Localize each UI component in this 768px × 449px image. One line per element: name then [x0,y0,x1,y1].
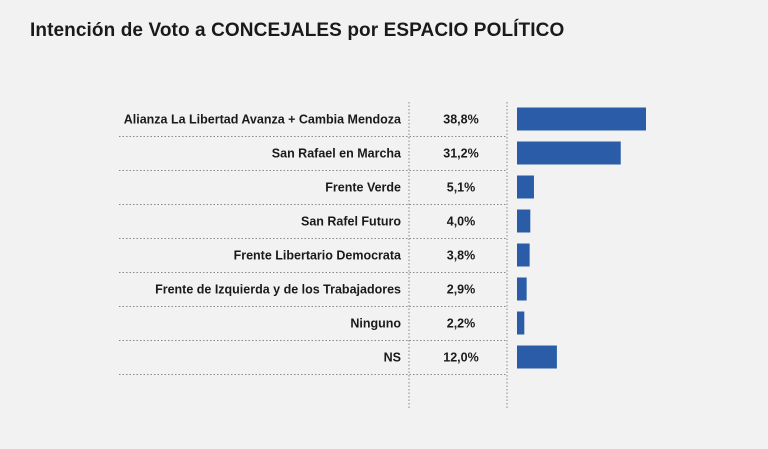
bar [517,107,646,131]
category-label: NS [384,351,401,365]
value-label: 4,0% [447,215,476,229]
category-label: Frente Verde [325,181,401,195]
bar [517,345,557,369]
bar [517,243,530,267]
value-label: 2,9% [447,283,476,297]
category-label: San Rafael en Marcha [272,147,402,161]
value-label: 5,1% [447,181,476,195]
value-label: 12,0% [443,351,478,365]
chart-title: Intención de Voto a CONCEJALES por ESPAC… [30,20,565,41]
category-label: San Rafel Futuro [301,215,401,229]
category-label: Ninguno [350,317,401,331]
category-label: Frente de Izquierda y de los Trabajadore… [155,283,401,297]
bar [517,311,525,335]
value-label: 2,2% [447,317,476,331]
value-label: 3,8% [447,249,476,263]
value-labels: 38,8% 31,2% 5,1% 4,0% 3,8% 2,9% 2,2% 12,0% [443,113,478,365]
bars [517,107,646,369]
category-label: Frente Libertario Democrata [234,249,402,263]
bar [517,175,534,199]
bar [517,141,621,165]
bar [517,209,531,233]
value-label: 31,2% [443,147,478,161]
row-dividers [119,136,507,375]
bar [517,277,527,301]
value-label: 38,8% [443,113,478,127]
category-label: Alianza La Libertad Avanza + Cambia Mend… [124,113,402,127]
category-labels: Alianza La Libertad Avanza + Cambia Mend… [124,113,402,365]
